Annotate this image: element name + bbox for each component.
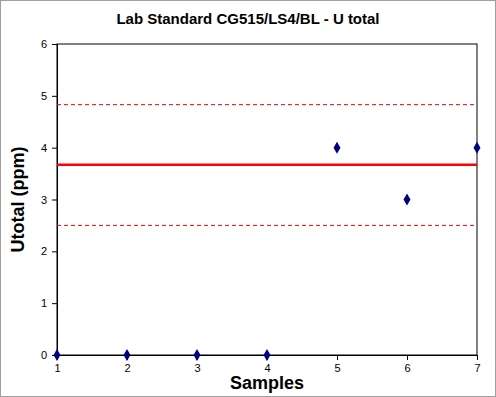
y-tick: 5 — [41, 90, 57, 102]
y-tick-label: 2 — [41, 245, 47, 257]
y-tick: 1 — [41, 297, 57, 309]
y-axis-line — [52, 45, 58, 356]
x-tick-label: 7 — [474, 362, 480, 374]
y-tick-mark — [52, 44, 57, 45]
point — [404, 193, 411, 205]
chart-border — [1, 1, 496, 397]
point — [54, 349, 61, 361]
x-tick: 6 — [404, 355, 410, 374]
y-tick-mark — [52, 303, 57, 304]
y-tick: 2 — [41, 245, 57, 257]
title: Lab Standard CG515/LS4/BL - U total — [116, 10, 379, 27]
y-tick-label: 1 — [41, 297, 47, 309]
y-tick-label: 0 — [41, 349, 47, 361]
plot-frame — [57, 44, 477, 355]
point — [334, 142, 341, 154]
point — [474, 142, 481, 154]
point — [264, 349, 271, 361]
point — [194, 349, 201, 361]
y-tick-mark — [52, 96, 57, 97]
y-tick-label: 5 — [41, 90, 47, 102]
y-tick-label: 6 — [41, 38, 47, 50]
x-tick-label: 5 — [334, 362, 340, 374]
x-tick: 5 — [334, 355, 340, 374]
y-tick-mark — [52, 200, 57, 201]
point — [124, 349, 131, 361]
y-tick-label: 4 — [41, 142, 47, 154]
reference-line — [57, 164, 477, 167]
y-axis-title: Utotal (ppm) — [8, 147, 28, 253]
y-tick: 4 — [41, 142, 57, 154]
y-tick-label: 3 — [41, 194, 47, 206]
x-tick: 7 — [474, 355, 480, 374]
data-layer — [54, 105, 481, 361]
x-tick-label: 6 — [404, 362, 410, 374]
x-tick-label: 1 — [54, 362, 60, 374]
chart: 01234561234567Lab Standard CG515/LS4/BL … — [0, 0, 496, 397]
x-tick-label: 2 — [124, 362, 130, 374]
x-tick-mark — [407, 355, 408, 360]
plot: 01234561234567 — [41, 38, 481, 374]
reference-line — [57, 225, 477, 226]
y-tick-mark — [52, 148, 57, 149]
y-tick: 6 — [41, 38, 57, 50]
x-tick-label: 3 — [194, 362, 200, 374]
y-tick: 3 — [41, 194, 57, 206]
reference-line — [57, 104, 477, 105]
x-axis-title: Samples — [230, 373, 304, 393]
x-tick-mark — [337, 355, 338, 360]
y-tick-mark — [52, 251, 57, 252]
x-tick-mark — [477, 355, 478, 360]
y-axis: 0 1 2 3 4 5 6 — [41, 38, 58, 361]
x-tick-label: 4 — [264, 362, 270, 374]
